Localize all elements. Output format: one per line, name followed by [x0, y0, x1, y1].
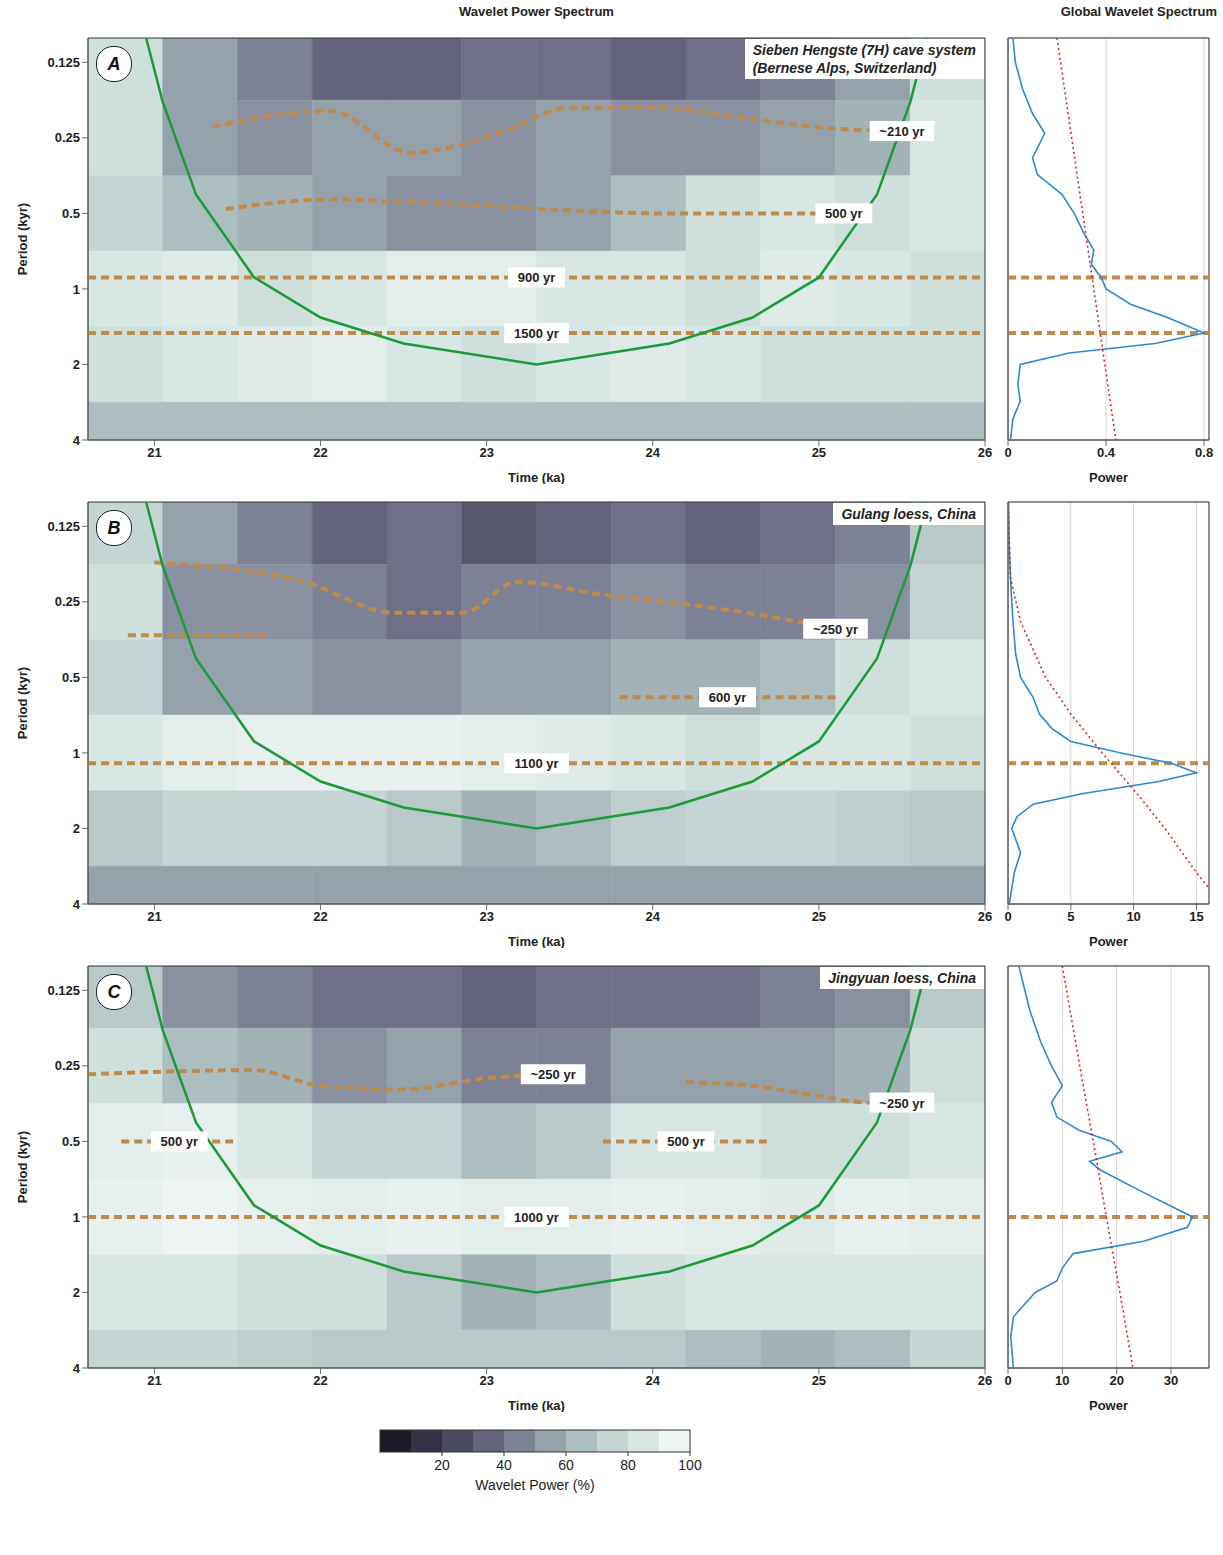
svg-text:4: 4 — [73, 897, 81, 912]
html-text:Sieben Hengste (7H) cave syste: Sieben Hengste (7H) cave system — [752, 42, 976, 58]
svg-text:21: 21 — [147, 445, 161, 460]
svg-text:Time (ka): Time (ka) — [508, 470, 565, 484]
svg-text:0.125: 0.125 — [47, 519, 80, 534]
svg-text:2: 2 — [73, 1285, 80, 1300]
html-text:A: A — [107, 53, 121, 74]
svg-text:60: 60 — [558, 1457, 574, 1473]
svg-text:~250 yr: ~250 yr — [813, 622, 858, 637]
svg-text:24: 24 — [646, 1373, 661, 1388]
html-text:Global Wavelet Spectrum: Global Wavelet Spectrum — [1060, 4, 1217, 19]
svg-text:25: 25 — [812, 445, 826, 460]
html-text:B: B — [107, 517, 121, 538]
svg-text:80: 80 — [620, 1457, 636, 1473]
html-text:Gulang loess, China: Gulang loess, China — [841, 506, 976, 522]
svg-text:1100 yr: 1100 yr — [514, 756, 558, 771]
svg-text:4: 4 — [73, 1361, 81, 1376]
html-text:Jingyuan loess, China: Jingyuan loess, China — [828, 970, 976, 986]
svg-text:24: 24 — [646, 909, 661, 924]
svg-text:Wavelet Power (%): Wavelet Power (%) — [475, 1477, 594, 1493]
svg-text:Time (ka): Time (ka) — [508, 1398, 565, 1412]
svg-text:~250 yr: ~250 yr — [879, 1096, 924, 1111]
svg-text:26: 26 — [978, 909, 992, 924]
svg-text:Period (kyr): Period (kyr) — [15, 1131, 30, 1203]
svg-text:23: 23 — [479, 1373, 493, 1388]
svg-text:Power: Power — [1089, 1398, 1128, 1412]
svg-text:500 yr: 500 yr — [161, 1134, 199, 1149]
svg-text:1500 yr: 1500 yr — [514, 326, 559, 341]
svg-text:0.125: 0.125 — [47, 983, 80, 998]
svg-text:Power: Power — [1089, 470, 1128, 484]
svg-text:22: 22 — [313, 1373, 327, 1388]
svg-text:22: 22 — [313, 909, 327, 924]
svg-text:23: 23 — [479, 909, 493, 924]
svg-text:22: 22 — [313, 445, 327, 460]
svg-text:1: 1 — [73, 746, 80, 761]
svg-text:5: 5 — [1067, 909, 1074, 924]
svg-text:15: 15 — [1189, 909, 1203, 924]
svg-text:0.5: 0.5 — [62, 670, 80, 685]
svg-text:26: 26 — [978, 445, 992, 460]
svg-text:23: 23 — [479, 445, 493, 460]
svg-text:2: 2 — [73, 821, 80, 836]
svg-text:20: 20 — [1109, 1373, 1123, 1388]
svg-text:Period (kyr): Period (kyr) — [15, 203, 30, 275]
svg-text:10: 10 — [1055, 1373, 1069, 1388]
svg-text:25: 25 — [812, 1373, 826, 1388]
svg-text:900 yr: 900 yr — [518, 270, 556, 285]
svg-text:Time (ka): Time (ka) — [508, 934, 565, 948]
svg-text:0.5: 0.5 — [62, 1134, 80, 1149]
svg-text:2: 2 — [73, 357, 80, 372]
svg-text:20: 20 — [434, 1457, 450, 1473]
svg-text:4: 4 — [73, 433, 81, 448]
svg-text:Period (kyr): Period (kyr) — [15, 667, 30, 739]
svg-text:24: 24 — [646, 445, 661, 460]
svg-text:0.4: 0.4 — [1097, 445, 1116, 460]
svg-text:0: 0 — [1004, 909, 1011, 924]
svg-text:0.25: 0.25 — [55, 130, 80, 145]
svg-text:40: 40 — [496, 1457, 512, 1473]
svg-text:1000 yr: 1000 yr — [514, 1210, 559, 1225]
svg-text:0: 0 — [1004, 445, 1011, 460]
svg-text:600 yr: 600 yr — [709, 690, 747, 705]
html-text:Wavelet Power Spectrum: Wavelet Power Spectrum — [459, 4, 614, 19]
svg-text:0.8: 0.8 — [1195, 445, 1213, 460]
svg-text:0: 0 — [1004, 1373, 1011, 1388]
svg-text:1: 1 — [73, 282, 80, 297]
svg-text:0.25: 0.25 — [55, 1058, 80, 1073]
svg-text:26: 26 — [978, 1373, 992, 1388]
svg-text:25: 25 — [812, 909, 826, 924]
svg-text:21: 21 — [147, 1373, 161, 1388]
svg-text:500 yr: 500 yr — [825, 206, 863, 221]
svg-text:1: 1 — [73, 1210, 80, 1225]
svg-text:Power: Power — [1089, 934, 1128, 948]
svg-text:500 yr: 500 yr — [667, 1134, 705, 1149]
svg-text:100: 100 — [678, 1457, 702, 1473]
html-text:C: C — [107, 981, 121, 1002]
svg-text:30: 30 — [1164, 1373, 1178, 1388]
svg-text:0.5: 0.5 — [62, 206, 80, 221]
svg-text:~210 yr: ~210 yr — [879, 124, 924, 139]
svg-text:0.25: 0.25 — [55, 594, 80, 609]
svg-text:0.125: 0.125 — [47, 55, 80, 70]
html-text:(Bernese Alps, Switzerland): (Bernese Alps, Switzerland) — [752, 60, 937, 76]
svg-text:21: 21 — [147, 909, 161, 924]
svg-text:10: 10 — [1126, 909, 1140, 924]
svg-text:~250 yr: ~250 yr — [531, 1067, 576, 1082]
